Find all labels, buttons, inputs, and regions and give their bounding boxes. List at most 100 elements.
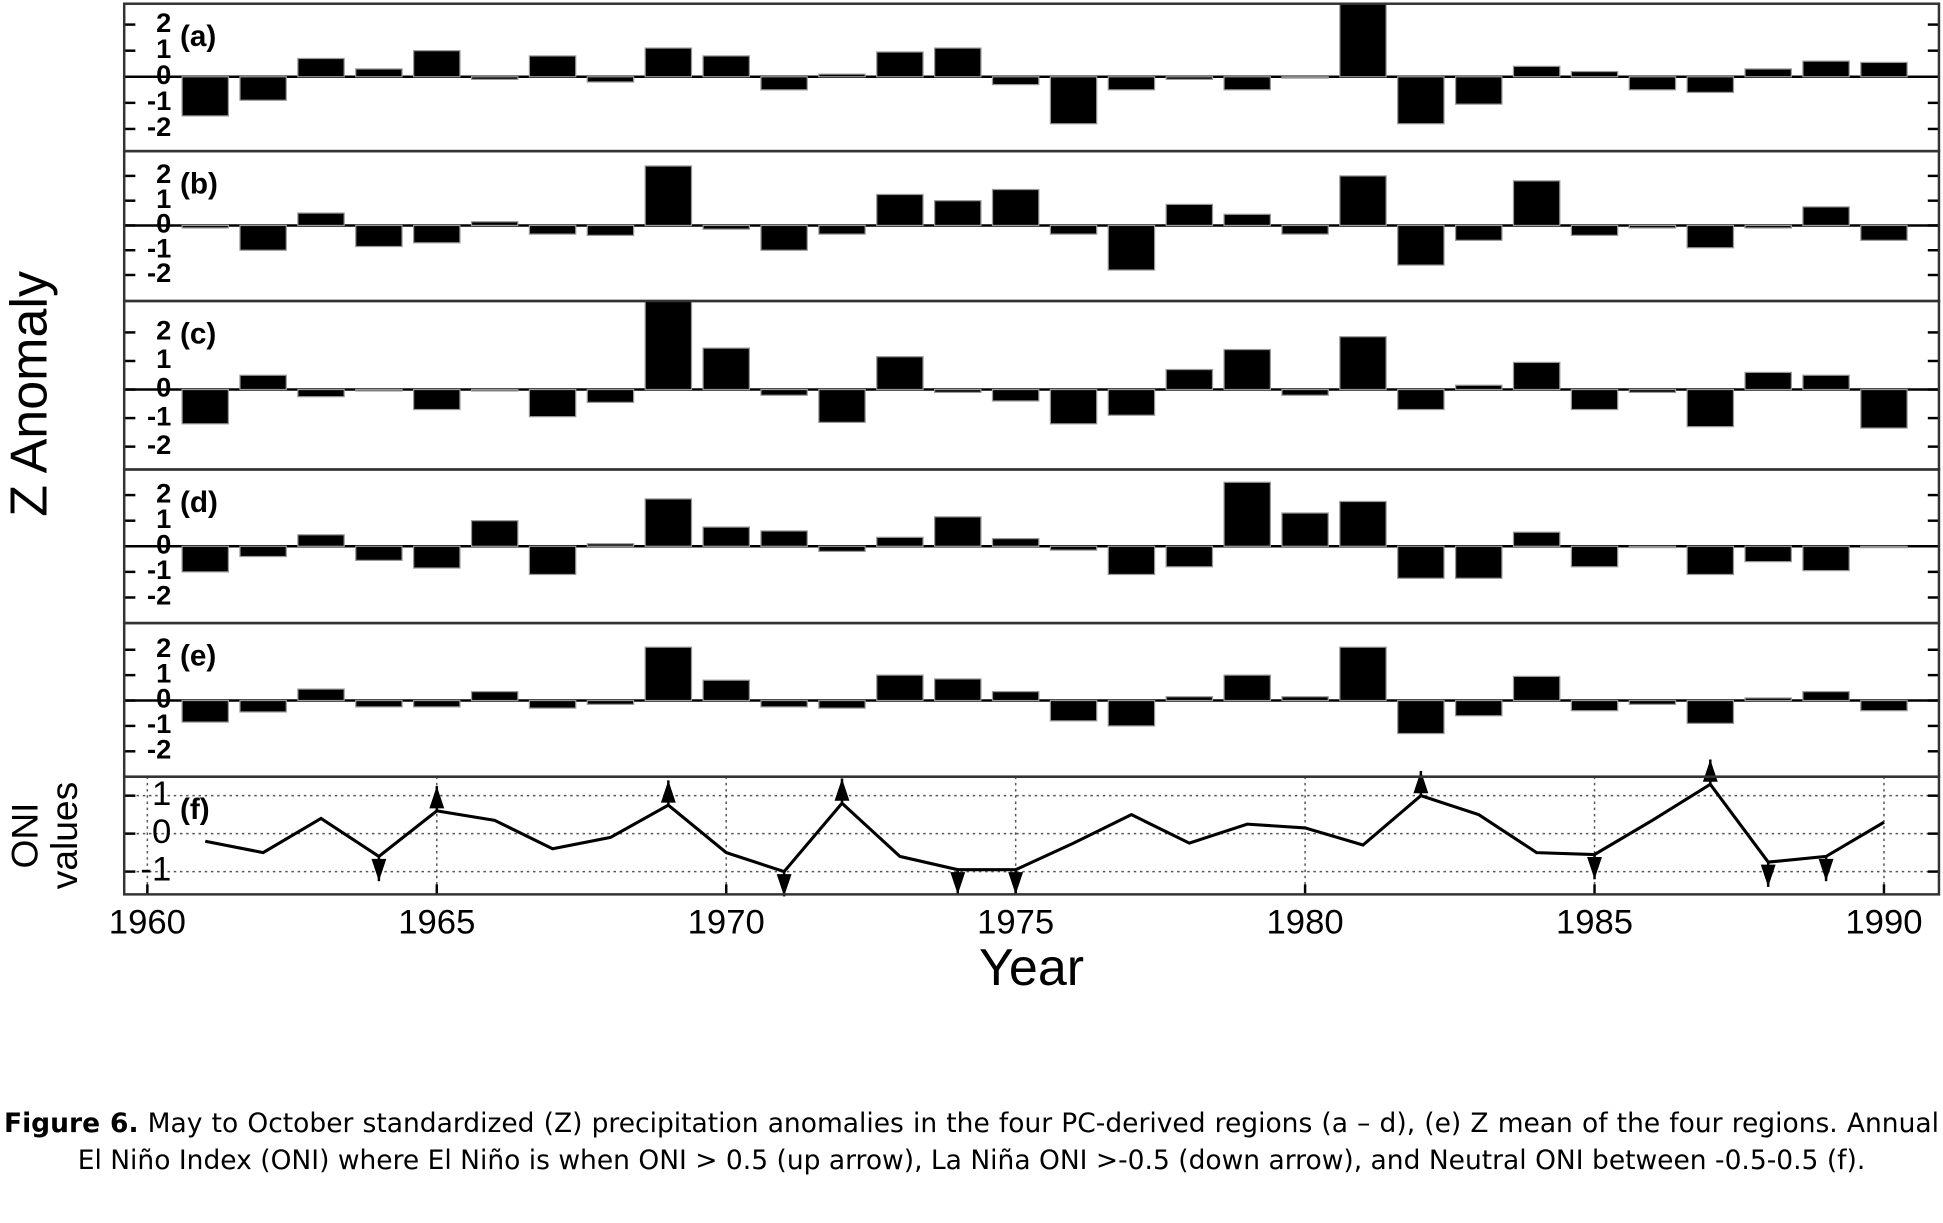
bar bbox=[1397, 699, 1445, 735]
bar bbox=[991, 537, 1040, 547]
x-tick-label: 1965 bbox=[398, 903, 475, 941]
bar bbox=[181, 224, 230, 229]
bar bbox=[1107, 545, 1156, 576]
panel-label: (c) bbox=[180, 318, 216, 351]
bar bbox=[1512, 531, 1561, 547]
bar bbox=[1165, 368, 1214, 391]
bar bbox=[1628, 699, 1677, 705]
bar bbox=[528, 388, 577, 418]
bar bbox=[644, 498, 693, 547]
bar bbox=[1802, 545, 1850, 572]
x-axis-label: Year bbox=[979, 939, 1084, 997]
y-tick-label: -1 bbox=[147, 232, 171, 263]
bar bbox=[760, 699, 808, 708]
bar bbox=[239, 224, 287, 251]
bar bbox=[1397, 224, 1445, 266]
bar bbox=[760, 224, 808, 251]
bar bbox=[1744, 371, 1792, 391]
bar bbox=[1107, 76, 1156, 91]
bar bbox=[528, 545, 577, 576]
bar bbox=[1049, 699, 1098, 722]
y-tick-label: -2 bbox=[147, 257, 171, 288]
bar bbox=[991, 691, 1040, 702]
bar bbox=[760, 530, 808, 547]
bar bbox=[1512, 180, 1561, 227]
bar bbox=[991, 188, 1040, 227]
bar bbox=[1512, 675, 1561, 702]
bar bbox=[1107, 699, 1156, 727]
panel-label: (b) bbox=[180, 168, 218, 201]
bar bbox=[1223, 348, 1271, 391]
x-tick-label: 1960 bbox=[109, 903, 186, 941]
bar bbox=[1454, 545, 1503, 579]
bar bbox=[991, 388, 1040, 402]
bar bbox=[1686, 388, 1735, 428]
y-tick-label: 0 bbox=[156, 208, 171, 239]
bar bbox=[1686, 699, 1735, 724]
bar bbox=[181, 76, 230, 117]
y-tick-label: -1 bbox=[147, 554, 171, 585]
bar bbox=[1628, 388, 1677, 394]
bar bbox=[1570, 388, 1619, 411]
bar bbox=[1512, 65, 1561, 78]
bar bbox=[644, 300, 693, 391]
bar bbox=[644, 165, 693, 227]
bar bbox=[1570, 699, 1619, 712]
bar bbox=[297, 688, 345, 702]
bar bbox=[1049, 224, 1098, 235]
bar bbox=[528, 55, 577, 78]
y-tick-label: -1 bbox=[147, 85, 171, 116]
bar bbox=[1397, 388, 1445, 411]
bar bbox=[760, 388, 808, 396]
bar bbox=[413, 388, 461, 411]
y-tick-label: 1 bbox=[152, 775, 171, 813]
y-tick-label: 1 bbox=[156, 33, 171, 64]
x-tick-label: 1975 bbox=[977, 903, 1054, 941]
bar bbox=[1223, 76, 1271, 91]
bar bbox=[1744, 545, 1792, 563]
y-tick-label: 0 bbox=[156, 528, 171, 559]
bar bbox=[470, 221, 519, 227]
bar bbox=[991, 76, 1040, 86]
bar bbox=[1339, 175, 1387, 227]
bar bbox=[1686, 76, 1735, 94]
bar bbox=[1223, 674, 1271, 702]
bar bbox=[181, 545, 230, 573]
bar bbox=[413, 699, 461, 708]
bar bbox=[1860, 699, 1908, 712]
bar bbox=[1049, 388, 1098, 425]
bar bbox=[702, 347, 750, 391]
y-tick-label: 2 bbox=[156, 632, 171, 663]
bar bbox=[1281, 696, 1329, 702]
bar bbox=[876, 536, 924, 547]
y-tick-label: -2 bbox=[147, 580, 171, 611]
bar bbox=[1628, 545, 1677, 549]
caption-label: Figure 6. bbox=[4, 1108, 139, 1139]
panel-label: (d) bbox=[180, 486, 218, 519]
bar bbox=[297, 212, 345, 227]
bar bbox=[413, 224, 461, 244]
bar bbox=[586, 699, 635, 705]
bar bbox=[1802, 206, 1850, 227]
bar bbox=[239, 545, 287, 558]
bar bbox=[1744, 697, 1792, 702]
y-tick-label: 2 bbox=[156, 7, 171, 38]
bar bbox=[1570, 70, 1619, 78]
bar bbox=[702, 679, 750, 702]
y-tick-label: -2 bbox=[147, 111, 171, 142]
bar bbox=[297, 534, 345, 547]
bar bbox=[1397, 545, 1445, 579]
bar bbox=[760, 76, 808, 91]
bar bbox=[1049, 545, 1098, 551]
bar bbox=[818, 73, 866, 78]
bar bbox=[1281, 224, 1329, 235]
bar bbox=[1744, 224, 1792, 229]
bar bbox=[528, 699, 577, 709]
panel-label: (e) bbox=[180, 640, 216, 673]
bar bbox=[470, 388, 519, 392]
y-tick-label: 1 bbox=[156, 503, 171, 534]
bar bbox=[933, 388, 982, 394]
bar bbox=[1512, 361, 1561, 391]
y-tick-label: -2 bbox=[147, 429, 171, 460]
bar bbox=[1802, 691, 1850, 702]
